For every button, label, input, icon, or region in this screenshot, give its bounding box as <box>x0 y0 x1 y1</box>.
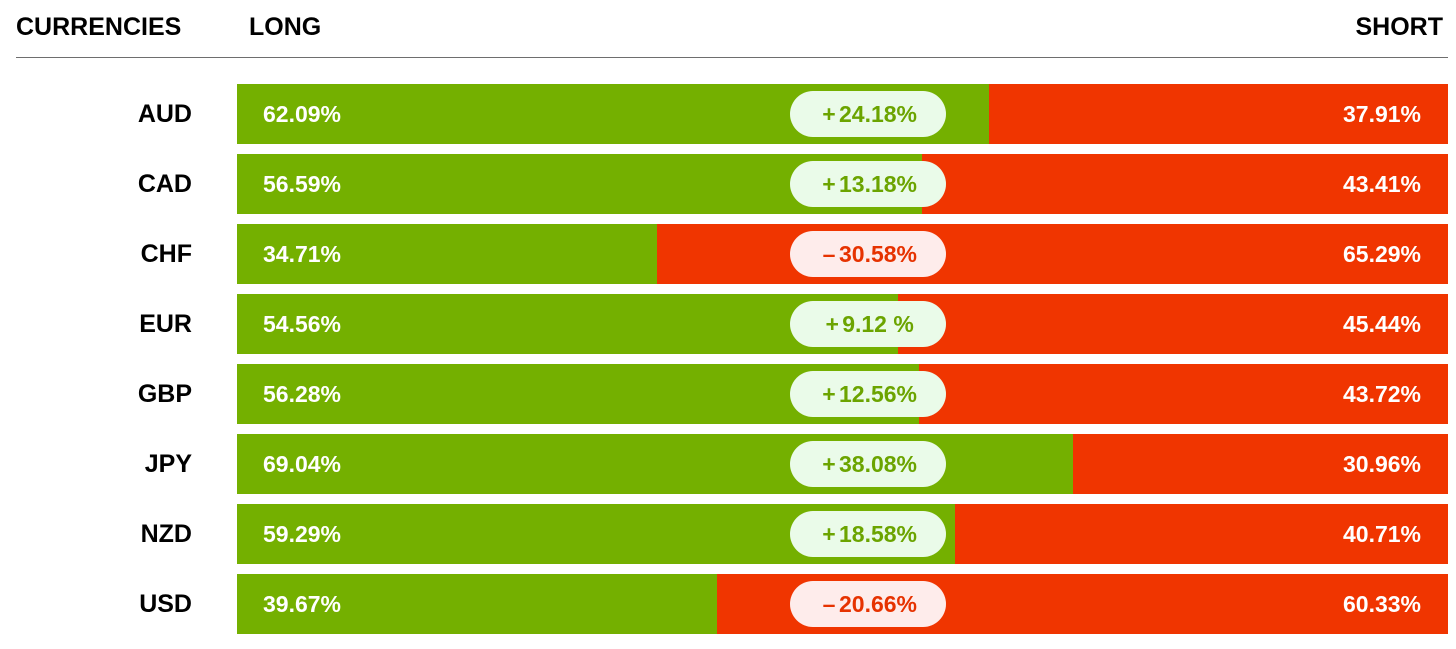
net-change-value: 24.18% <box>838 100 917 127</box>
currencies-header: CURRENCIES <box>16 13 182 41</box>
long-bar-segment <box>237 224 657 284</box>
short-bar-segment <box>955 504 1448 564</box>
net-change-badge: +12.56% <box>790 371 946 417</box>
header-divider <box>16 57 1448 58</box>
long-percent-label: 59.29% <box>263 521 342 547</box>
net-change-value: 13.18% <box>838 170 917 197</box>
net-change-badge: +24.18% <box>790 91 946 137</box>
short-bar-segment <box>657 224 1448 284</box>
net-change-value: 9.12 % <box>842 310 914 337</box>
plus-sign: + <box>822 520 836 547</box>
net-change-badge: +9.12 % <box>790 301 946 347</box>
long-percent-label: 34.71% <box>263 241 342 267</box>
currency-label: CHF <box>140 240 192 268</box>
long-percent-label: 39.67% <box>263 591 342 617</box>
minus-sign: – <box>822 240 836 267</box>
long-bar-segment <box>237 294 898 354</box>
short-header: SHORT <box>1355 13 1444 41</box>
short-bar-segment <box>1073 434 1448 494</box>
plus-sign: + <box>822 450 836 477</box>
currency-label: GBP <box>137 380 192 408</box>
chart-row: EUR 54.56% 45.44% +9.12 % <box>0 294 1456 354</box>
stacked-bar: 56.28% 43.72% +12.56% <box>237 364 1448 424</box>
net-change-badge: +13.18% <box>790 161 946 207</box>
short-bar-segment <box>898 294 1448 354</box>
plus-sign: + <box>822 380 836 407</box>
currency-label: USD <box>139 590 192 618</box>
net-change-value: 30.58% <box>838 240 917 267</box>
plus-sign: + <box>822 100 836 127</box>
stacked-bar: 54.56% 45.44% +9.12 % <box>237 294 1448 354</box>
currency-label: NZD <box>140 520 192 548</box>
net-change-badge: +38.08% <box>790 441 946 487</box>
stacked-bar: 39.67% 60.33% –20.66% <box>237 574 1448 634</box>
short-percent-label: 30.96% <box>1342 451 1421 477</box>
chart-row: NZD 59.29% 40.71% +18.58% <box>0 504 1456 564</box>
minus-sign: – <box>822 590 836 617</box>
long-percent-label: 69.04% <box>263 451 342 477</box>
short-percent-label: 60.33% <box>1342 591 1421 617</box>
net-change-value: 18.58% <box>838 520 917 547</box>
short-percent-label: 65.29% <box>1342 241 1421 267</box>
short-bar-segment <box>922 154 1448 214</box>
currency-label: CAD <box>137 170 192 198</box>
short-bar-segment <box>989 84 1448 144</box>
chart-row: GBP 56.28% 43.72% +12.56% <box>0 364 1456 424</box>
long-percent-label: 62.09% <box>263 101 342 127</box>
plus-sign: + <box>822 170 836 197</box>
stacked-bar: 69.04% 30.96% +38.08% <box>237 434 1448 494</box>
long-percent-label: 56.28% <box>263 381 342 407</box>
net-change-badge: –30.58% <box>790 231 946 277</box>
long-percent-label: 54.56% <box>263 311 342 337</box>
chart-row: CHF 34.71% 65.29% –30.58% <box>0 224 1456 284</box>
short-percent-label: 45.44% <box>1342 311 1421 337</box>
net-change-badge: –20.66% <box>790 581 946 627</box>
short-percent-label: 43.72% <box>1342 381 1421 407</box>
net-change-value: 12.56% <box>838 380 917 407</box>
long-header: LONG <box>249 13 322 41</box>
chart-row: USD 39.67% 60.33% –20.66% <box>0 574 1456 634</box>
currency-label: JPY <box>144 450 192 478</box>
stacked-bar: 56.59% 43.41% +13.18% <box>237 154 1448 214</box>
plus-sign: + <box>825 310 839 337</box>
net-change-badge: +18.58% <box>790 511 946 557</box>
long-bar-segment <box>237 574 717 634</box>
currency-label: AUD <box>137 100 192 128</box>
stacked-bar: 62.09% 37.91% +24.18% <box>237 84 1448 144</box>
short-percent-label: 40.71% <box>1342 521 1421 547</box>
long-percent-label: 56.59% <box>263 171 342 197</box>
chart-row: AUD 62.09% 37.91% +24.18% <box>0 84 1456 144</box>
currency-label: EUR <box>139 310 192 338</box>
net-change-value: 38.08% <box>838 450 917 477</box>
long-bar-segment <box>237 434 1073 494</box>
short-bar-segment <box>919 364 1448 424</box>
net-change-value: 20.66% <box>838 590 917 617</box>
short-percent-label: 37.91% <box>1342 101 1421 127</box>
chart-row: CAD 56.59% 43.41% +13.18% <box>0 154 1456 214</box>
chart-row: JPY 69.04% 30.96% +38.08% <box>0 434 1456 494</box>
stacked-bar: 59.29% 40.71% +18.58% <box>237 504 1448 564</box>
stacked-bar: 34.71% 65.29% –30.58% <box>237 224 1448 284</box>
short-percent-label: 43.41% <box>1342 171 1421 197</box>
